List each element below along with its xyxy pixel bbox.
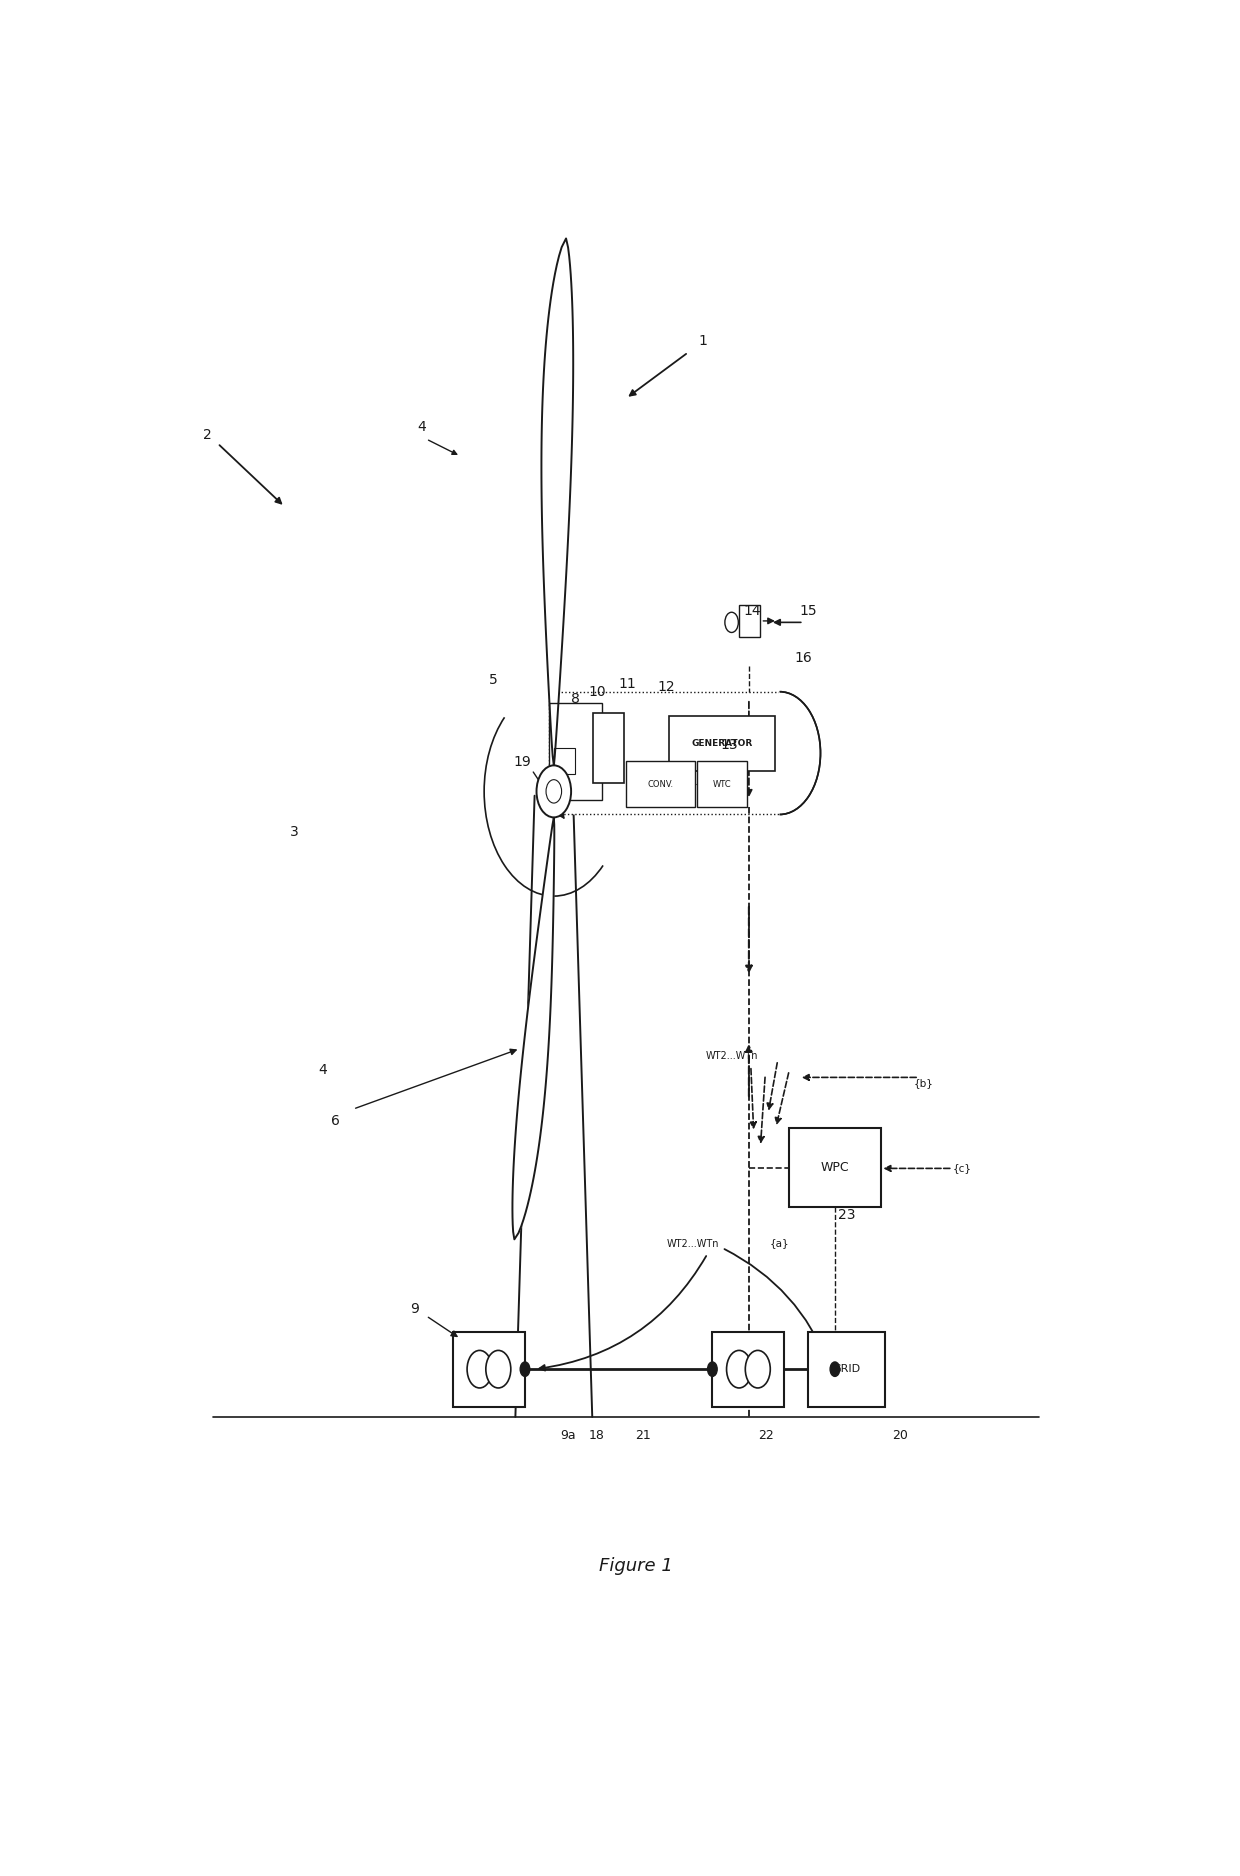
Text: CONV.: CONV.: [647, 780, 673, 788]
Text: Figure 1: Figure 1: [599, 1557, 672, 1574]
Text: 19: 19: [513, 756, 531, 769]
Text: 22: 22: [759, 1430, 774, 1443]
Text: 11: 11: [619, 677, 636, 692]
Text: 12: 12: [657, 681, 675, 694]
Text: 1: 1: [698, 334, 707, 347]
Polygon shape: [512, 818, 554, 1240]
Text: 23: 23: [838, 1208, 856, 1221]
Text: {c}: {c}: [952, 1163, 972, 1172]
Bar: [808, 1332, 885, 1407]
Text: 21: 21: [635, 1430, 651, 1443]
Text: GRID: GRID: [833, 1364, 861, 1375]
Text: 4: 4: [418, 420, 427, 435]
Text: WPC: WPC: [821, 1161, 849, 1174]
Circle shape: [727, 1351, 751, 1388]
Text: 9: 9: [410, 1302, 419, 1315]
Polygon shape: [780, 692, 821, 814]
Text: {a}: {a}: [770, 1238, 790, 1249]
Text: 16: 16: [795, 651, 812, 666]
Bar: [626, 762, 696, 807]
Bar: [789, 1127, 880, 1208]
Circle shape: [725, 612, 738, 632]
Polygon shape: [542, 238, 573, 765]
Bar: [670, 717, 775, 771]
Text: 2: 2: [203, 428, 212, 441]
Bar: [739, 606, 760, 636]
Text: 5: 5: [489, 673, 497, 687]
Text: 15: 15: [800, 604, 817, 617]
Text: WT2...WTn: WT2...WTn: [706, 1051, 758, 1060]
Bar: [593, 713, 624, 782]
Circle shape: [830, 1362, 839, 1377]
Bar: [697, 762, 746, 807]
Circle shape: [708, 1362, 717, 1377]
Circle shape: [745, 1351, 770, 1388]
Text: 10: 10: [588, 685, 606, 698]
Polygon shape: [516, 795, 593, 1416]
Text: 3: 3: [290, 825, 299, 839]
Text: 13: 13: [720, 737, 739, 752]
Circle shape: [521, 1362, 529, 1377]
Text: 18: 18: [589, 1430, 605, 1443]
Circle shape: [467, 1351, 492, 1388]
Circle shape: [546, 780, 562, 803]
Circle shape: [537, 765, 572, 818]
Text: {b}: {b}: [914, 1079, 934, 1088]
Text: 9a: 9a: [560, 1430, 577, 1443]
Text: WT2...WTn: WT2...WTn: [667, 1238, 719, 1249]
Text: WTC: WTC: [713, 780, 732, 788]
Bar: [453, 1332, 525, 1407]
Bar: [549, 704, 601, 799]
Text: 20: 20: [892, 1430, 908, 1443]
Bar: [554, 749, 575, 775]
Text: GENERATOR: GENERATOR: [692, 739, 753, 749]
Bar: [712, 1332, 785, 1407]
Text: 6: 6: [331, 1114, 340, 1127]
Bar: [549, 692, 780, 814]
Text: 8: 8: [572, 692, 580, 705]
Text: 14: 14: [744, 604, 761, 617]
Text: 4: 4: [319, 1064, 327, 1077]
Circle shape: [486, 1351, 511, 1388]
